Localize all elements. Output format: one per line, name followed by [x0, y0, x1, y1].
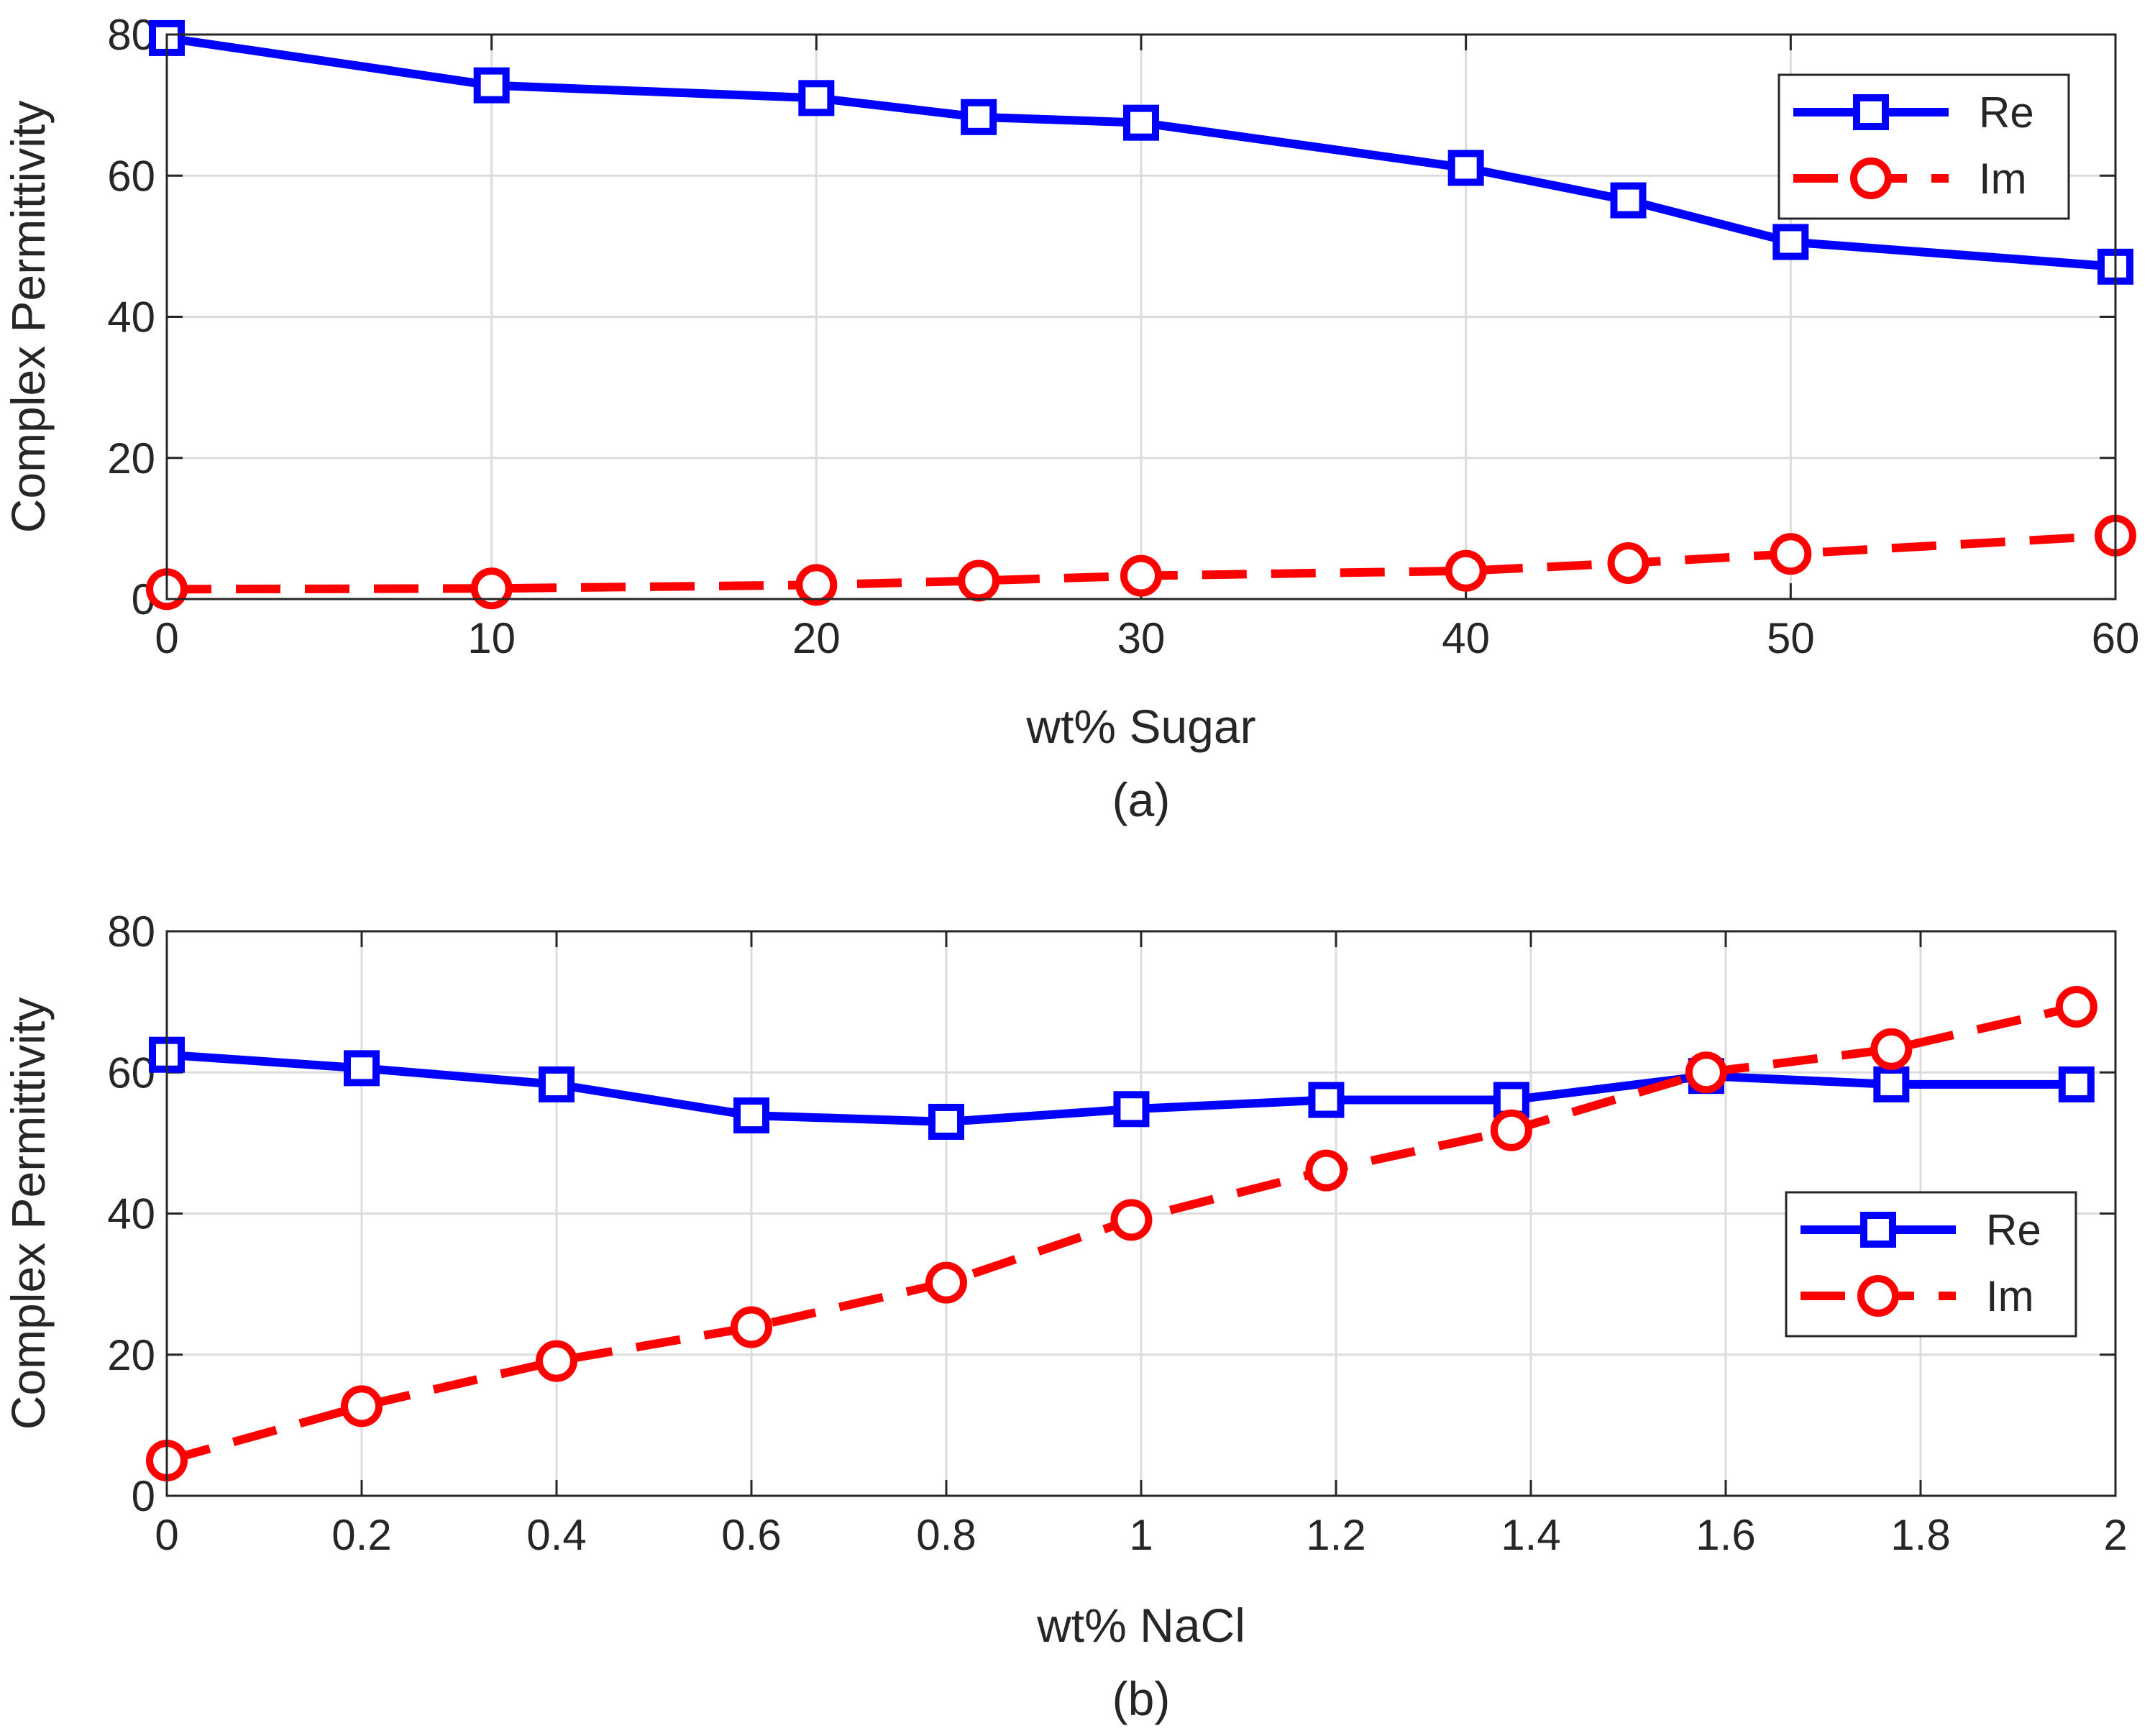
- data-point-im: [1305, 1149, 1348, 1192]
- x-tick-label: 1.6: [1696, 1511, 1755, 1559]
- data-point-im: [1685, 1051, 1727, 1094]
- data-point-re: [1123, 104, 1159, 141]
- data-point-re: [1447, 150, 1484, 186]
- data-point-re: [928, 1103, 964, 1140]
- data-point-im: [1607, 542, 1650, 584]
- y-tick-label: 0: [132, 1472, 155, 1520]
- data-point-re: [1772, 224, 1809, 260]
- y-tick-label: 80: [107, 11, 155, 59]
- data-point-im: [470, 567, 513, 610]
- data-point-im: [795, 564, 838, 606]
- data-point-im: [1120, 554, 1162, 597]
- data-point-re: [1308, 1082, 1345, 1118]
- x-tick-label: 0.2: [331, 1511, 391, 1559]
- x-tick-label: 1.4: [1501, 1511, 1560, 1559]
- x-tick-label: 30: [1117, 614, 1166, 662]
- data-point-re: [344, 1050, 380, 1087]
- data-point-im: [1110, 1199, 1153, 1241]
- axes-box: [165, 33, 2117, 600]
- data-point-re: [1873, 1066, 1910, 1102]
- data-point-im: [1870, 1028, 1913, 1070]
- data-point-im: [1770, 533, 1812, 575]
- x-tick-label: 1: [1129, 1511, 1153, 1559]
- x-tick-label: 0.4: [526, 1511, 586, 1559]
- x-tick-label: 2: [2103, 1511, 2127, 1559]
- x-tick-label: 0: [155, 1511, 178, 1559]
- x-tick-label: 0: [155, 614, 178, 662]
- legend-marker-im: [1857, 1275, 1899, 1317]
- y-axis-label: Complex Permittivity: [1, 101, 55, 533]
- x-tick-label: 0.8: [916, 1511, 976, 1559]
- legend-marker-re: [1860, 1212, 1896, 1248]
- x-tick-label: 1.8: [1890, 1511, 1950, 1559]
- x-tick-label: 0.6: [721, 1511, 781, 1559]
- y-tick-label: 80: [107, 908, 155, 956]
- legend-label-re: Re: [1986, 1206, 2041, 1254]
- data-point-re: [961, 99, 997, 135]
- data-point-im: [731, 1306, 772, 1348]
- chart-panel-b: 0 0.2 0.4 0.6 0.8 1 1.2 1.4 1.6 1.8 2020406080wt% …: [1, 908, 2128, 1725]
- data-point-im: [925, 1261, 967, 1304]
- legend-label-im: Im: [1979, 155, 2027, 203]
- x-tick-label: 20: [792, 614, 841, 662]
- legend-label-im: Im: [1986, 1272, 2034, 1320]
- legend-box: [1785, 1191, 2077, 1338]
- x-tick-label: 10: [467, 614, 516, 662]
- x-tick-label: 1.2: [1306, 1511, 1365, 1559]
- data-point-re: [473, 67, 510, 104]
- data-point-im: [1445, 549, 1487, 592]
- legend-marker-re: [1853, 94, 1889, 130]
- data-point-re: [1610, 182, 1647, 219]
- legend-label-re: Re: [1979, 88, 2034, 137]
- y-tick-label: 60: [107, 152, 155, 200]
- axes-box: [165, 930, 2117, 1497]
- y-axis-label: Complex Permittivity: [1, 997, 55, 1430]
- y-tick-label: 20: [107, 434, 155, 483]
- x-axis-label: wt% NaCl: [1036, 1599, 1245, 1652]
- data-point-im: [1490, 1109, 1532, 1151]
- x-tick-label: 60: [2092, 614, 2140, 662]
- legend: Re Im: [1785, 1191, 2077, 1338]
- y-tick-label: 40: [107, 1190, 155, 1238]
- legend: Re Im: [1777, 73, 2070, 220]
- x-axis-label: wt% Sugar: [1025, 700, 1255, 753]
- panel-caption: (b): [1112, 1672, 1171, 1725]
- data-point-im: [536, 1340, 577, 1382]
- x-tick-label: 50: [1767, 614, 1815, 662]
- data-point-re: [2058, 1066, 2095, 1102]
- x-tick-label: 40: [1442, 614, 1490, 662]
- data-point-re: [798, 80, 835, 117]
- legend-box: [1777, 73, 2070, 220]
- data-point-re: [733, 1097, 769, 1134]
- data-point-im: [2055, 985, 2097, 1028]
- data-point-im: [341, 1385, 383, 1427]
- y-tick-label: 20: [107, 1331, 155, 1379]
- data-point-re: [1113, 1091, 1150, 1128]
- y-tick-label: 40: [107, 293, 155, 342]
- data-point-re: [539, 1066, 575, 1102]
- panel-caption: (a): [1112, 773, 1171, 826]
- data-point-im: [958, 559, 1000, 602]
- legend-marker-im: [1850, 157, 1892, 199]
- y-tick-label: 60: [107, 1049, 155, 1097]
